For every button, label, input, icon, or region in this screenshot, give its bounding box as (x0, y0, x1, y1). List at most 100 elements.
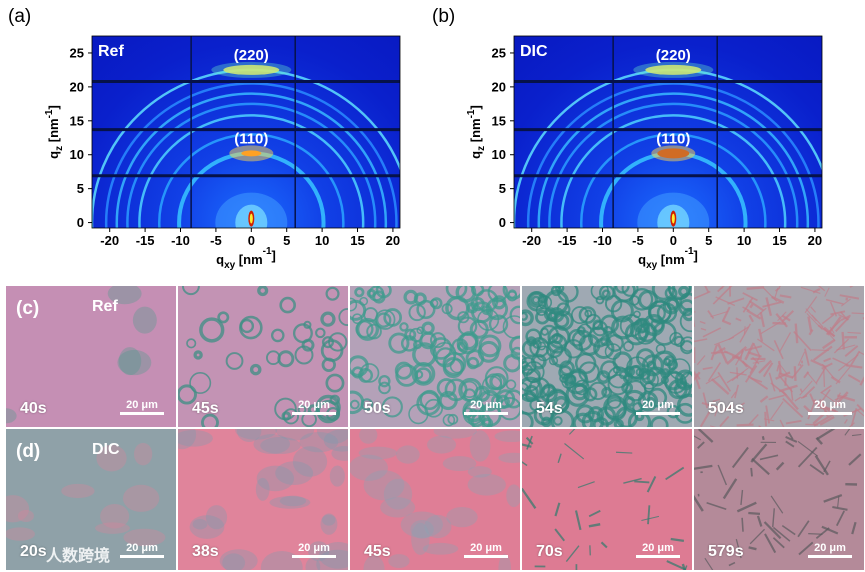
crystal-domain-boundary (457, 316, 478, 337)
crystal-domain-boundary (679, 310, 692, 333)
crack-line (749, 528, 766, 545)
crystal-domain-boundary (596, 370, 611, 384)
crack-line (775, 312, 788, 328)
crystal-domain-boundary (320, 311, 336, 327)
texture-blob (329, 465, 345, 487)
crack-line (522, 461, 528, 467)
crystal-domain-boundary (469, 319, 489, 339)
crystal-domain-boundary (321, 357, 336, 372)
crack-line (750, 377, 763, 383)
crack-line (812, 345, 833, 361)
crystal-domain-boundary (460, 380, 479, 399)
crack-line (841, 331, 845, 350)
crack-line (812, 287, 821, 294)
crystal-domain-boundary (485, 297, 509, 321)
crystal-domain-boundary (647, 300, 672, 325)
texture-blob (433, 429, 477, 439)
crystal-domain-boundary (388, 332, 410, 354)
crack-line (763, 521, 782, 540)
crystal-domain-boundary (416, 391, 441, 416)
crystal-domain-boundary (350, 399, 360, 410)
crack-line (794, 396, 802, 402)
scale-bar-label: 20 μm (814, 399, 846, 411)
crack-line (774, 287, 779, 299)
crack-line (823, 493, 843, 503)
crack-line (764, 533, 777, 554)
crystal-domain-boundary (587, 406, 605, 423)
crack-line (782, 397, 804, 418)
crack-line (811, 314, 824, 328)
texture-blob (380, 497, 416, 518)
crystal-domain-boundary (630, 288, 654, 311)
time-label: 45s (364, 543, 391, 560)
texture-blob (358, 446, 398, 460)
crack-line (731, 446, 749, 469)
crystal-domain-boundary (419, 331, 437, 350)
crystal-domain-boundary (548, 307, 565, 323)
crack-line (830, 375, 841, 384)
diffraction-ring (138, 114, 365, 228)
crack-line (799, 380, 813, 396)
crystal-domain-boundary (531, 295, 541, 305)
crack-line (825, 298, 844, 305)
crack-line (694, 371, 701, 390)
x-axis-label: qxy [nm-1] (216, 246, 276, 270)
crack-line (785, 440, 795, 448)
y-tick-label: 20 (492, 79, 506, 94)
texture-blob (189, 515, 225, 539)
crystal-domain-boundary (650, 416, 669, 427)
time-label: 579s (708, 543, 744, 560)
micrograph-texture (522, 286, 692, 427)
crack-line (856, 409, 864, 417)
crystal-domain-boundary (578, 306, 597, 324)
x-tick-label: -10 (171, 233, 190, 248)
crack-line (722, 478, 738, 500)
x-tick-label: 15 (772, 233, 786, 248)
crystal-domain-boundary (637, 391, 659, 412)
x-tick-label: 10 (737, 233, 751, 248)
texture-blob (411, 522, 430, 555)
scale-bar: 20 μm (292, 542, 336, 558)
crack-line (588, 509, 601, 518)
texture-blob (178, 429, 213, 447)
texture-blob (132, 306, 157, 334)
crack-line (829, 326, 835, 334)
crystal-domain-boundary (351, 313, 363, 325)
crystal-domain-boundary (629, 320, 650, 341)
y-tick-label: 5 (499, 181, 506, 196)
crystal-domain-boundary (541, 416, 552, 427)
micrograph-tile: 45s 20 μm (350, 429, 520, 570)
texture-blob (383, 478, 413, 510)
sample-tag: Ref (98, 43, 124, 60)
time-label: 40s (20, 400, 47, 417)
scale-bar-line (636, 555, 680, 558)
crystal-domain-boundary (465, 349, 485, 368)
crystal-domain-boundary (522, 356, 537, 375)
peak-label-220: (220) (656, 47, 691, 64)
crack-line (646, 475, 657, 493)
crystal-domain-boundary (571, 306, 589, 325)
crack-line (832, 505, 848, 511)
peak-220-halo (633, 61, 714, 78)
crack-line (806, 313, 823, 330)
crystal-domain-boundary (201, 413, 219, 427)
crystal-domain-boundary (375, 312, 392, 328)
crack-line (848, 453, 862, 466)
crystal-domain-boundary (186, 338, 197, 349)
crack-line (760, 321, 781, 335)
texture-blob (6, 495, 30, 523)
crystal-domain-boundary (502, 315, 520, 339)
crystal-domain-boundary (522, 309, 534, 327)
crystal-domain-boundary (595, 295, 605, 305)
crack-line (770, 495, 784, 514)
crack-line (717, 343, 729, 364)
crystal-domain-boundary (274, 397, 297, 421)
texture-blob (95, 522, 130, 534)
crack-line (701, 401, 720, 409)
crystal-domain-boundary (537, 341, 547, 351)
crystal-domain-boundary (677, 393, 692, 417)
crystal-domain-boundary (350, 390, 365, 415)
crack-line (791, 364, 804, 379)
crack-line (717, 371, 732, 392)
texture-blob (260, 437, 301, 455)
